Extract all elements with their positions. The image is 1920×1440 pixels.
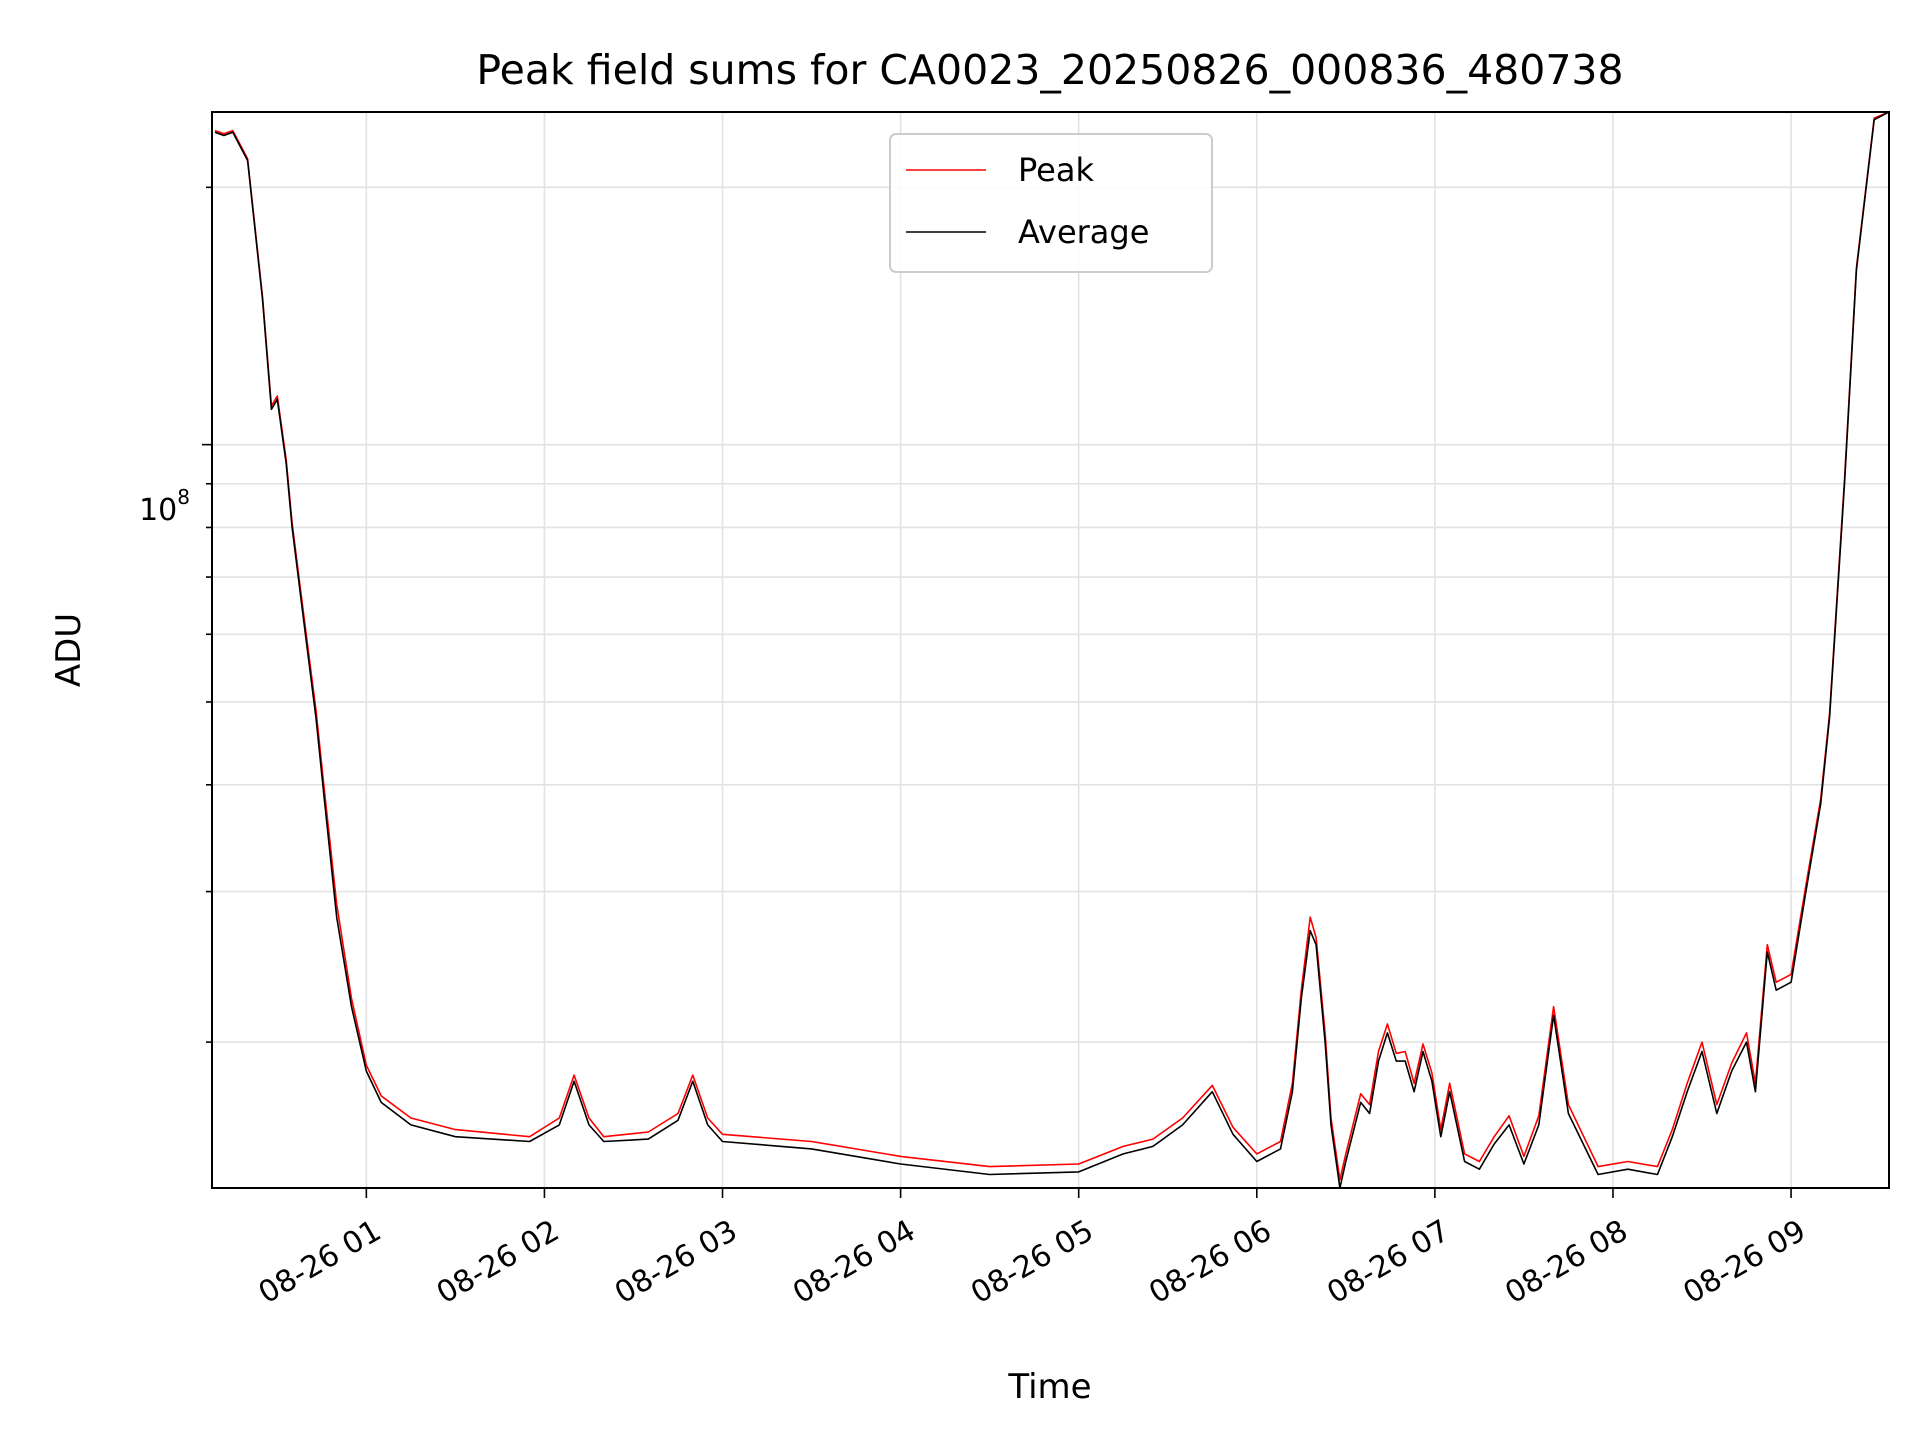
y-axis-ticks (202, 186, 212, 1043)
y-axis-label: ADU (49, 613, 89, 687)
series-line-average (214, 112, 1889, 1188)
y-tick-label-1e8: 108 (139, 485, 190, 528)
y-tick-base: 10 (139, 493, 177, 528)
svg-text:108: 108 (139, 485, 190, 528)
x-axis-label: Time (1007, 1367, 1091, 1407)
series-group (214, 112, 1889, 1188)
legend-label-average: Average (1018, 213, 1149, 251)
legend-label-peak: Peak (1018, 151, 1094, 189)
chart-title: Peak field sums for CA0023_20250826_0008… (476, 46, 1623, 94)
legend: Peak Average (889, 133, 1213, 273)
plot-frame (211, 111, 1890, 1189)
series-line-peak (214, 112, 1889, 1181)
grid-lines (212, 112, 1889, 1188)
legend-box (889, 133, 1213, 273)
y-tick-exponent: 8 (177, 485, 190, 509)
